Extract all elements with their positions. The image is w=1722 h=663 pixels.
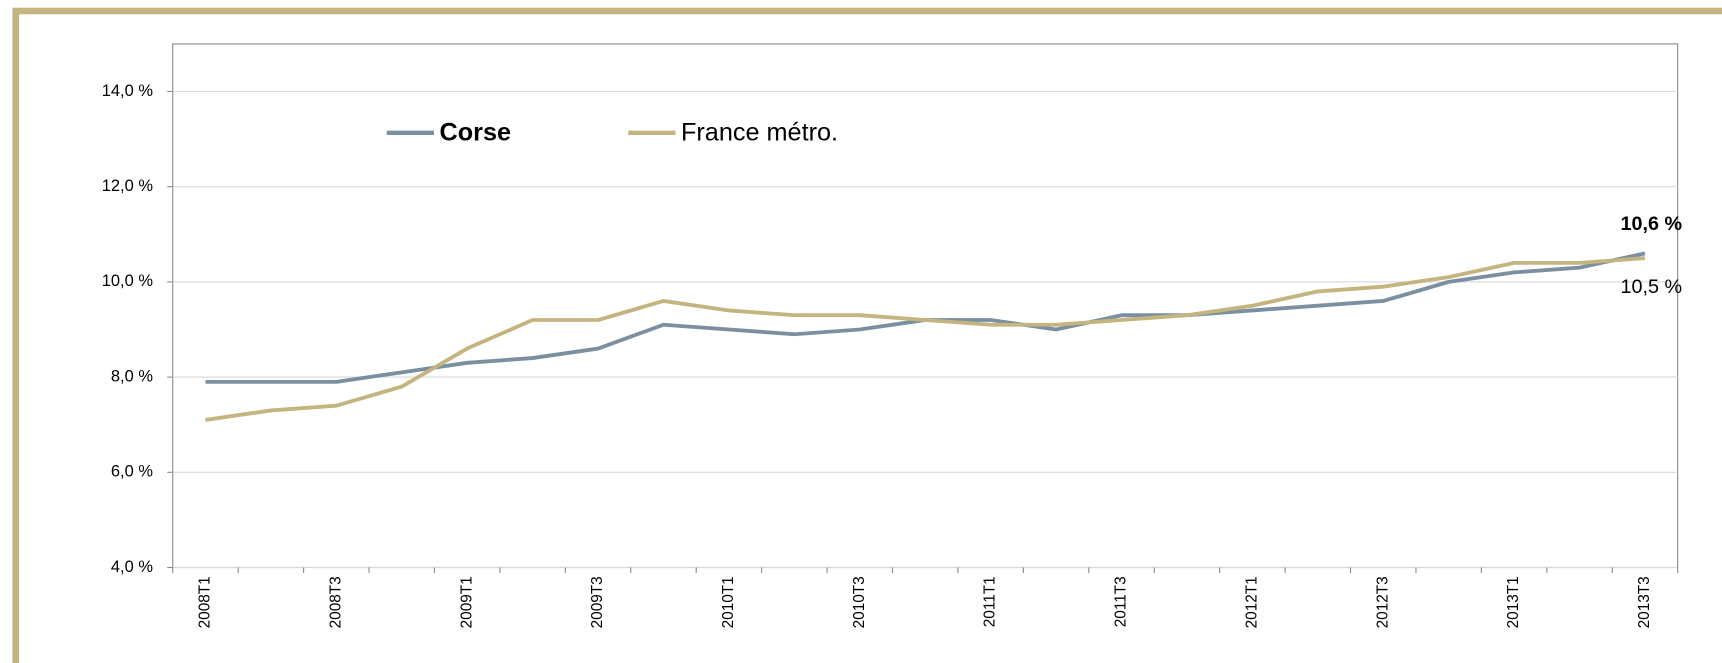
y-tick-label: 14,0 % (102, 82, 154, 100)
y-tick-label: 4,0 % (111, 558, 153, 576)
x-tick-label: 2013T1 (1505, 576, 1522, 628)
data-label: 10,5 % (1621, 276, 1683, 298)
x-tick-label: 2009T3 (589, 576, 606, 628)
y-tick-label: 8,0 % (111, 367, 153, 385)
x-tick-label: 2011T3 (1113, 576, 1130, 627)
series-line (205, 251, 1646, 384)
legend-label: Corse (439, 119, 511, 147)
x-tick-label: 2012T1 (1243, 576, 1260, 628)
x-tick-label: 2010T3 (851, 576, 868, 628)
x-tick-label: 2013T3 (1636, 576, 1653, 628)
x-tick-label: 2008T1 (197, 576, 214, 628)
data-label: 10,6 % (1621, 213, 1683, 235)
y-tick-label: 6,0 % (111, 463, 153, 481)
x-tick-label: 2010T1 (720, 576, 737, 628)
frame (12, 7, 1722, 663)
legend-label: France métro. (681, 119, 838, 147)
y-tick-label: 12,0 % (102, 177, 154, 195)
x-tick-label: 2012T3 (1374, 576, 1391, 628)
series-line (205, 256, 1646, 422)
plot-area (172, 43, 1679, 569)
x-tick-label: 2009T1 (458, 576, 475, 628)
x-tick-label: 2008T3 (327, 576, 344, 628)
y-tick-label: 10,0 % (102, 272, 154, 290)
x-tick-label: 2011T1 (982, 576, 999, 627)
